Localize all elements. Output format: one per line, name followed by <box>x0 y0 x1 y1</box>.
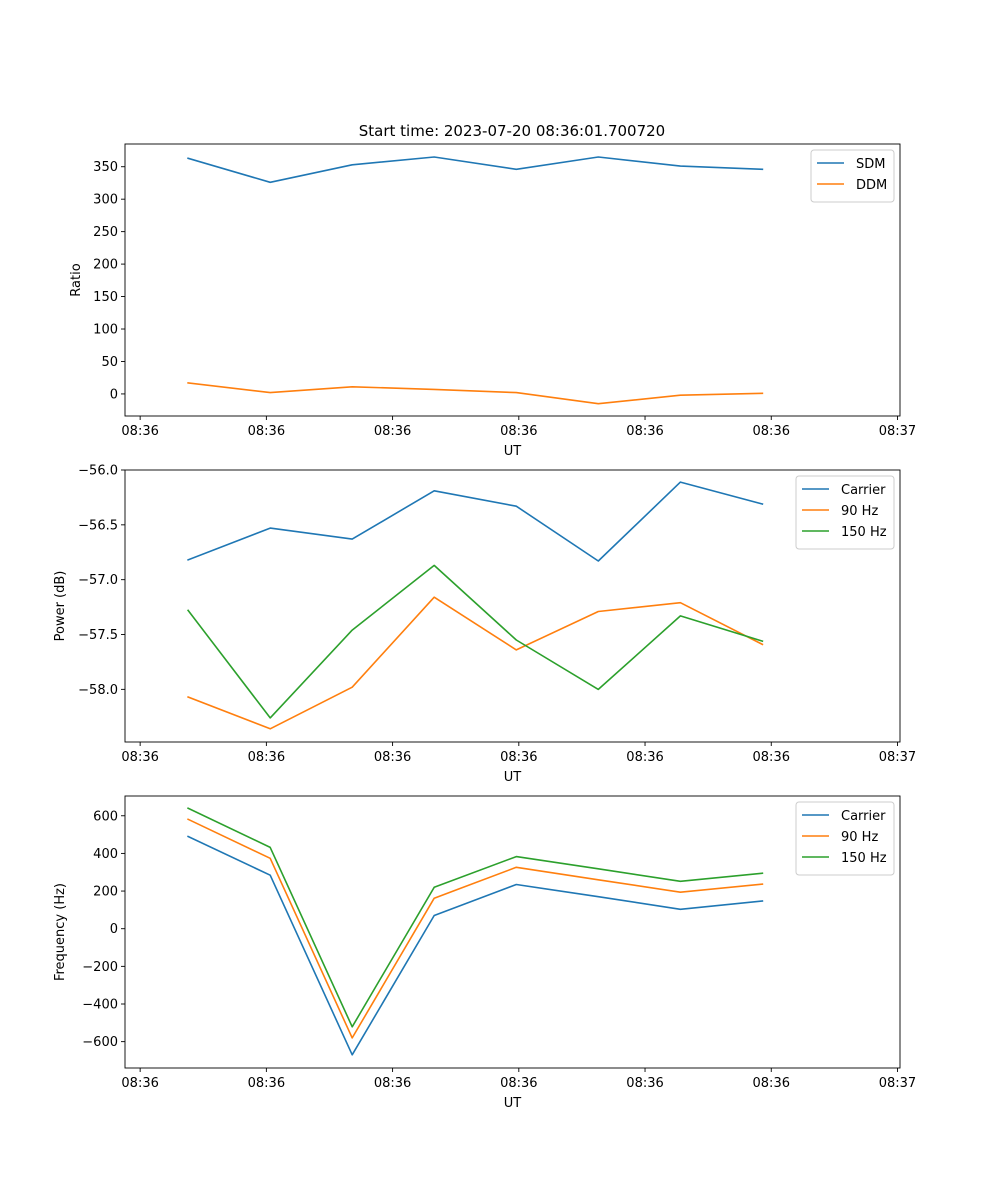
y-tick-label: −57.5 <box>78 628 118 643</box>
legend: Carrier 90 Hz 150 Hz <box>795 801 895 876</box>
legend-label: 150 Hz <box>841 851 887 866</box>
x-tick-label: 08:36 <box>248 750 285 765</box>
legend: Carrier 90 Hz 150 Hz <box>795 475 895 550</box>
legend-label: 90 Hz <box>841 504 878 519</box>
x-tick-label: 08:36 <box>121 750 158 765</box>
x-tick-label: 08:36 <box>374 750 411 765</box>
y-tick-label: 0 <box>110 922 118 937</box>
y-tick-label: 350 <box>93 160 118 175</box>
y-axis-label: Ratio <box>69 263 84 296</box>
y-axis-label: Power (dB) <box>53 571 68 642</box>
x-tick-label: 08:36 <box>248 424 285 439</box>
axes-frame <box>124 143 901 417</box>
chart-ratio: 08:36 08:36 08:36 08:36 08:36 08:36 08:37 0 50 10… <box>69 143 916 459</box>
y-tick-label: 600 <box>93 809 118 824</box>
x-tick-label: 08:36 <box>626 750 663 765</box>
y-tick-label: −58.0 <box>78 683 118 698</box>
x-tick-label: 08:36 <box>374 1076 411 1091</box>
y-tick-label: 0 <box>110 387 118 402</box>
axes-frame <box>124 795 901 1069</box>
x-tick-label: 08:36 <box>121 424 158 439</box>
series-line-150-hz <box>187 807 764 1028</box>
series-line-carrier <box>187 481 764 562</box>
series-line-90-hz <box>187 818 764 1039</box>
y-tick-label: −600 <box>82 1035 118 1050</box>
y-tick-label: −200 <box>82 960 118 975</box>
x-tick-label: 08:36 <box>753 1076 790 1091</box>
y-tick-label: 250 <box>93 225 118 240</box>
legend-label: Carrier <box>841 483 886 498</box>
legend: SDM DDM <box>810 149 895 203</box>
y-tick-label: −56.5 <box>78 518 118 533</box>
x-axis-label: UT <box>504 1096 522 1111</box>
y-tick-label: −56.0 <box>78 464 118 479</box>
x-tick-label: 08:36 <box>500 1076 537 1091</box>
x-tick-label: 08:36 <box>626 1076 663 1091</box>
x-tick-label: 08:37 <box>879 1076 916 1091</box>
x-tick-label: 08:36 <box>121 1076 158 1091</box>
y-tick-label: −400 <box>82 998 118 1013</box>
y-tick-label: 200 <box>93 258 118 273</box>
x-axis-label: UT <box>504 770 522 785</box>
x-tick-label: 08:36 <box>626 424 663 439</box>
series-line-150-hz <box>186 564 764 719</box>
x-tick-label: 08:36 <box>374 424 411 439</box>
series-line-carrier <box>187 835 764 1056</box>
x-tick-label: 08:36 <box>248 1076 285 1091</box>
y-tick-label: 150 <box>93 290 118 305</box>
chart-frequency: 08:36 08:36 08:36 08:36 08:36 08:36 08:37 −600 −… <box>53 795 916 1111</box>
series-line-ddm <box>187 382 764 405</box>
y-tick-label: 400 <box>93 847 118 862</box>
legend-label: 150 Hz <box>841 525 887 540</box>
y-tick-label: 300 <box>93 193 118 208</box>
figure-title: Start time: 2023-07-20 08:36:01.700720 <box>359 122 665 140</box>
series-line-90-hz <box>187 596 764 730</box>
series-line-sdm <box>187 156 764 184</box>
legend-label: DDM <box>856 178 887 193</box>
axes-frame <box>124 469 901 743</box>
x-tick-label: 08:36 <box>753 750 790 765</box>
x-axis-label: UT <box>504 444 522 459</box>
y-tick-label: 100 <box>93 323 118 338</box>
y-tick-label: −57.0 <box>78 573 118 588</box>
y-tick-label: 200 <box>93 885 118 900</box>
legend-label: SDM <box>856 157 885 172</box>
y-tick-label: 50 <box>101 355 118 370</box>
x-tick-label: 08:36 <box>500 750 537 765</box>
legend-label: 90 Hz <box>841 830 878 845</box>
x-tick-label: 08:36 <box>753 424 790 439</box>
legend-label: Carrier <box>841 809 886 824</box>
x-tick-label: 08:37 <box>879 750 916 765</box>
chart-power: 08:36 08:36 08:36 08:36 08:36 08:36 08:37 −58.0… <box>53 464 916 786</box>
x-tick-label: 08:36 <box>500 424 537 439</box>
x-tick-label: 08:37 <box>879 424 916 439</box>
y-axis-label: Frequency (Hz) <box>53 883 68 981</box>
